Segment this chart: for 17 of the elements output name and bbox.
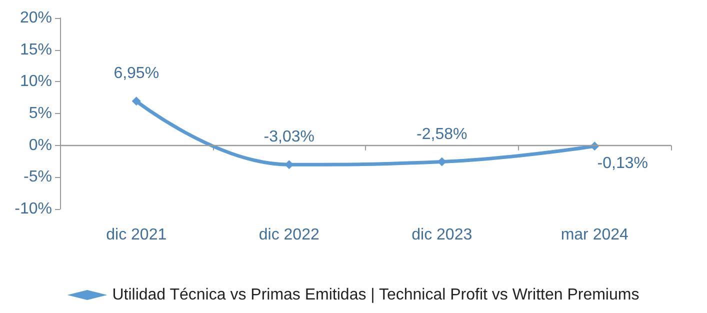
y-tick-label: 15%: [20, 41, 52, 58]
x-tick-label: mar 2024: [560, 226, 629, 244]
data-label: -3,03%: [264, 128, 314, 146]
data-label: -0,13%: [597, 155, 648, 172]
y-tick-label: 10%: [20, 73, 52, 90]
data-label: -2,58%: [416, 126, 468, 143]
x-tick-label: dic 2022: [258, 226, 320, 244]
y-tick-label: 0%: [28, 136, 52, 154]
x-tick-label: dic 2023: [412, 226, 472, 244]
y-tick-label: 5%: [28, 105, 52, 122]
y-tick-label: -10%: [14, 200, 52, 218]
y-tick-label: 20%: [20, 10, 52, 26]
y-tick-label: -5%: [24, 168, 52, 186]
point: [132, 96, 141, 106]
data-label: 6,95%: [114, 65, 160, 82]
x-tick-label: dic 2021: [106, 226, 167, 244]
legend-label: Utilidad Técnica vs Primas Emitidas | Technical Profit vs Written Premiums: [112, 286, 640, 304]
